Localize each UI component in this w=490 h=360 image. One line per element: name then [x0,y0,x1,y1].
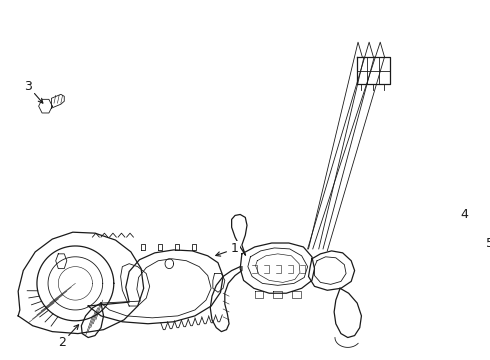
Text: 5: 5 [486,238,490,251]
Text: 2: 2 [59,336,67,349]
Text: 4: 4 [460,208,468,221]
Text: 1: 1 [231,242,239,255]
Text: 3: 3 [24,80,32,93]
